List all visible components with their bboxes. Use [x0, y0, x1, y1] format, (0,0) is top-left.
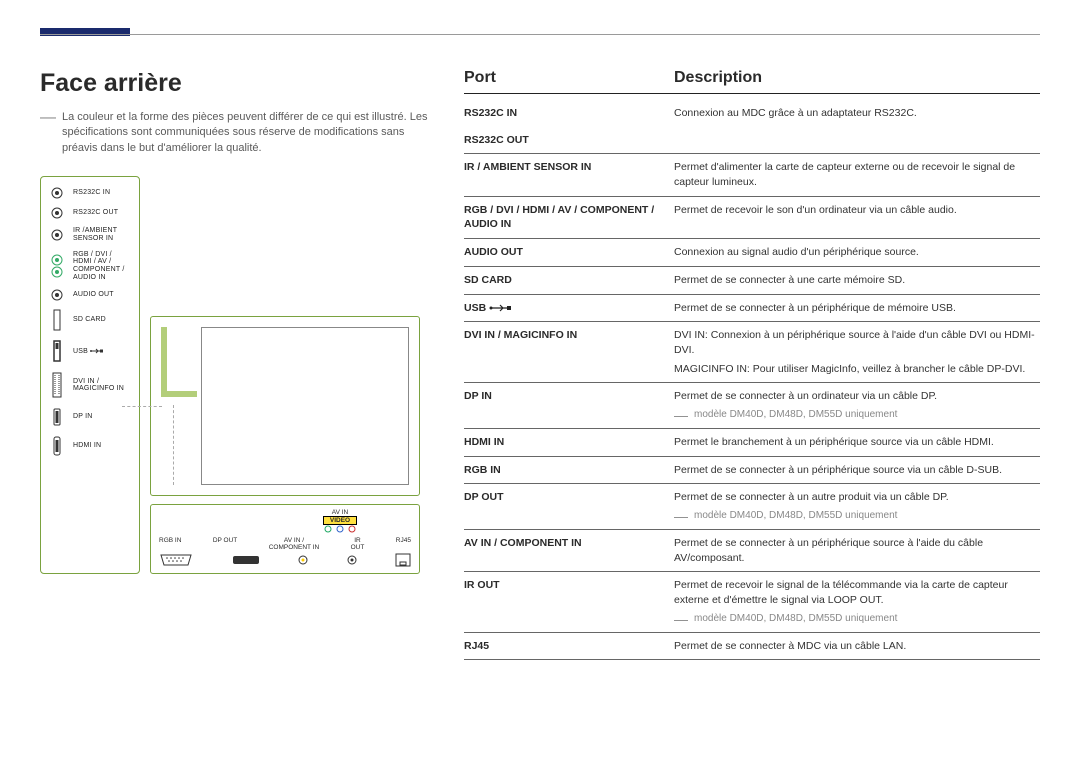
- port-desc-cell: Permet de recevoir le signal de la téléc…: [674, 578, 1040, 625]
- monitor-rear-outline: [150, 316, 420, 496]
- port-desc-cell: [674, 133, 1040, 148]
- hpanel-avin-label: AV IN: [323, 509, 357, 516]
- port-name-cell: AV IN / COMPONENT IN: [464, 536, 674, 565]
- port-label: DP IN: [73, 413, 93, 421]
- port-desc-cell: Permet de se connecter à une carte mémoi…: [674, 273, 1040, 288]
- port-table-body: RS232C INConnexion au MDC grâce à un ada…: [464, 100, 1040, 660]
- right-column: Port Description RS232C INConnexion au M…: [464, 69, 1040, 660]
- port-desc-cell: DVI IN: Connexion à un périphérique sour…: [674, 328, 1040, 376]
- hpanel-label: IR OUT: [351, 537, 365, 551]
- jack-icon: [298, 555, 308, 565]
- connector-dashed-line: [122, 406, 162, 407]
- port-desc-cell: Permet de se connecter à un autre produi…: [674, 490, 1040, 523]
- page-columns: Face arrière ― La couleur et la forme de…: [40, 69, 1040, 660]
- rj45-port-icon: [395, 553, 411, 567]
- jack-icon: [347, 555, 357, 565]
- port-name-cell: AUDIO OUT: [464, 245, 674, 260]
- port-desc-cell: Permet de se connecter à un périphérique…: [674, 301, 1040, 316]
- table-row: IR OUTPermet de recevoir le signal de la…: [464, 572, 1040, 632]
- table-row: HDMI INPermet le branchement à un périph…: [464, 429, 1040, 457]
- table-row: DP INPermet de se connecter à un ordinat…: [464, 383, 1040, 429]
- table-row: DP OUTPermet de se connecter à un autre …: [464, 484, 1040, 530]
- table-row: RGB / DVI / HDMI / AV / COMPONENT / AUDI…: [464, 197, 1040, 239]
- table-row: RGB INPermet de se connecter à un périph…: [464, 457, 1040, 485]
- port-label: RGB / DVI / HDMI / AV / COMPONENT / AUDI…: [73, 251, 124, 282]
- vertical-port-panel: RS232C IN RS232C OUT IR /AMBIENT SENSOR …: [40, 176, 140, 574]
- port-name-cell: USB: [464, 301, 674, 316]
- horizontal-port-panel: AV IN VIDEO RGB IN DP OUT AV IN / COMPON…: [150, 504, 420, 574]
- left-column: Face arrière ― La couleur et la forme de…: [40, 69, 440, 660]
- port-label: IR /AMBIENT SENSOR IN: [73, 227, 117, 242]
- port-label: RS232C IN: [73, 189, 110, 197]
- port-name-cell: DP OUT: [464, 490, 674, 523]
- port-name-cell: HDMI IN: [464, 435, 674, 450]
- table-row: DVI IN / MAGICINFO INDVI IN: Connexion à…: [464, 322, 1040, 383]
- table-row: USB Permet de se connecter à un périphér…: [464, 295, 1040, 323]
- diagram-area: RS232C IN RS232C OUT IR /AMBIENT SENSOR …: [40, 176, 440, 574]
- page-title: Face arrière: [40, 69, 440, 98]
- intro-note: ― La couleur et la forme des pièces peuv…: [40, 110, 440, 156]
- port-desc-cell: Connexion au signal audio d'un périphéri…: [674, 245, 1040, 260]
- hpanel-label: AV IN / COMPONENT IN: [269, 537, 319, 551]
- port-desc-cell: Permet de se connecter à un ordinateur v…: [674, 389, 1040, 422]
- table-row: SD CARDPermet de se connecter à une cart…: [464, 267, 1040, 295]
- port-label: RS232C OUT: [73, 209, 118, 217]
- port-name-cell: RGB IN: [464, 463, 674, 478]
- port-desc-cell: Permet d'alimenter la carte de capteur e…: [674, 160, 1040, 189]
- port-name-cell: DVI IN / MAGICINFO IN: [464, 328, 674, 376]
- port-label: DVI IN / MAGICINFO IN: [73, 378, 124, 393]
- port-desc-cell: Permet de se connecter à un périphérique…: [674, 463, 1040, 478]
- table-header-description: Description: [674, 69, 1040, 87]
- port-name-cell: RGB / DVI / HDMI / AV / COMPONENT / AUDI…: [464, 203, 674, 232]
- port-desc-cell: Connexion au MDC grâce à un adaptateur R…: [674, 106, 1040, 121]
- hpanel-label: RGB IN: [159, 537, 181, 551]
- port-desc-cell: Permet de se connecter à un périphérique…: [674, 536, 1040, 565]
- port-name-cell: IR OUT: [464, 578, 674, 625]
- intro-note-text: La couleur et la forme des pièces peuven…: [62, 110, 440, 156]
- port-desc-cell: Permet de recevoir le son d'un ordinateu…: [674, 203, 1040, 232]
- monitor-and-bottom-panel: AV IN VIDEO RGB IN DP OUT AV IN / COMPON…: [150, 176, 420, 574]
- port-label: USB: [73, 347, 104, 356]
- table-row: RS232C INConnexion au MDC grâce à un ada…: [464, 100, 1040, 127]
- usb-icon: [90, 347, 104, 355]
- dash-icon: ―: [40, 110, 56, 156]
- table-row: AUDIO OUTConnexion au signal audio d'un …: [464, 239, 1040, 267]
- vga-port-icon: [159, 553, 193, 567]
- port-name-cell: RJ45: [464, 639, 674, 654]
- table-row: RS232C OUT: [464, 127, 1040, 155]
- table-header-port: Port: [464, 69, 674, 87]
- rca-jacks-icon: [323, 525, 357, 533]
- header-rule: [40, 34, 1040, 35]
- port-name-cell: RS232C IN: [464, 106, 674, 121]
- table-row: IR / AMBIENT SENSOR INPermet d'alimenter…: [464, 154, 1040, 196]
- usb-icon: [489, 303, 513, 313]
- port-label: AUDIO OUT: [73, 291, 114, 299]
- hpanel-label: RJ45: [396, 537, 411, 551]
- port-name-cell: DP IN: [464, 389, 674, 422]
- port-desc-cell: Permet de se connecter à MDC via un câbl…: [674, 639, 1040, 654]
- port-name-cell: RS232C OUT: [464, 133, 674, 148]
- port-desc-cell: Permet le branchement à un périphérique …: [674, 435, 1040, 450]
- table-row: RJ45Permet de se connecter à MDC via un …: [464, 633, 1040, 661]
- dp-port-icon: [232, 555, 260, 565]
- table-row: AV IN / COMPONENT INPermet de se connect…: [464, 530, 1040, 572]
- model-note: ―modèle DM40D, DM48D, DM55D uniquement: [674, 509, 1040, 523]
- port-name-cell: IR / AMBIENT SENSOR IN: [464, 160, 674, 189]
- port-name-cell: SD CARD: [464, 273, 674, 288]
- hpanel-label: DP OUT: [213, 537, 237, 551]
- hpanel-video-badge: VIDEO: [323, 516, 357, 525]
- model-note: ―modèle DM40D, DM48D, DM55D uniquement: [674, 408, 1040, 422]
- port-label: SD CARD: [73, 316, 106, 324]
- model-note: ―modèle DM40D, DM48D, DM55D uniquement: [674, 612, 1040, 626]
- table-header-row: Port Description: [464, 69, 1040, 94]
- port-label: HDMI IN: [73, 442, 101, 450]
- cable-hint-icon: [161, 327, 197, 397]
